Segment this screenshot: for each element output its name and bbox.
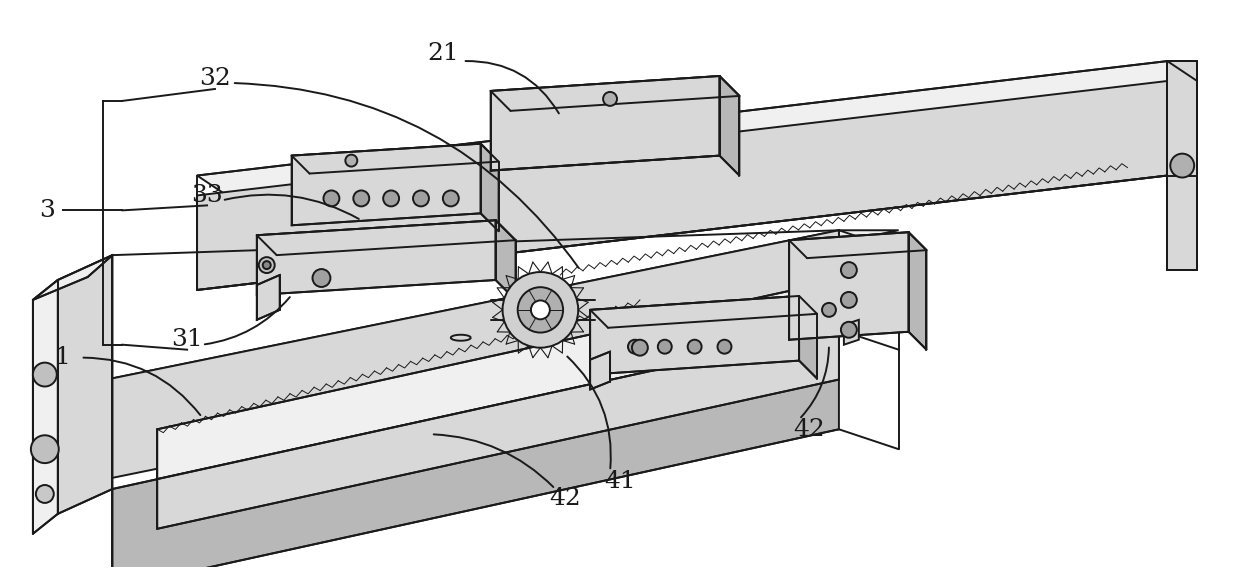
Text: 1: 1: [55, 346, 71, 369]
Polygon shape: [799, 296, 817, 378]
Circle shape: [442, 190, 458, 206]
Polygon shape: [491, 76, 720, 170]
Polygon shape: [33, 255, 113, 300]
Circle shape: [1171, 153, 1194, 178]
Polygon shape: [491, 76, 740, 111]
Polygon shape: [256, 220, 515, 255]
Polygon shape: [256, 275, 280, 320]
Text: 32: 32: [199, 66, 230, 90]
Polygon shape: [844, 320, 859, 345]
Circle shape: [628, 340, 642, 354]
Polygon shape: [58, 230, 898, 390]
Circle shape: [841, 262, 857, 278]
Polygon shape: [197, 81, 1167, 290]
Text: 21: 21: [427, 41, 458, 65]
Polygon shape: [720, 76, 740, 176]
Circle shape: [413, 190, 429, 206]
Text: 3: 3: [38, 199, 55, 222]
Circle shape: [36, 485, 53, 503]
Polygon shape: [291, 144, 498, 174]
Circle shape: [31, 435, 58, 463]
Text: 31: 31: [171, 328, 203, 351]
Circle shape: [263, 261, 270, 269]
Polygon shape: [1167, 61, 1197, 270]
Polygon shape: [481, 144, 498, 231]
Text: 42: 42: [549, 487, 581, 511]
Polygon shape: [590, 296, 817, 328]
Text: 42: 42: [793, 418, 825, 441]
Text: 41: 41: [605, 470, 636, 492]
Polygon shape: [590, 296, 799, 374]
Polygon shape: [496, 220, 515, 300]
Circle shape: [259, 257, 275, 273]
Circle shape: [821, 303, 836, 317]
Circle shape: [33, 362, 57, 386]
Circle shape: [632, 340, 648, 356]
Polygon shape: [113, 330, 839, 568]
Circle shape: [503, 272, 579, 348]
Polygon shape: [58, 230, 839, 489]
Circle shape: [717, 340, 731, 354]
Polygon shape: [157, 330, 839, 529]
Polygon shape: [33, 280, 58, 534]
Circle shape: [841, 292, 857, 308]
Polygon shape: [1167, 81, 1197, 176]
Circle shape: [658, 340, 672, 354]
Polygon shape: [291, 144, 481, 225]
Polygon shape: [908, 232, 927, 350]
Polygon shape: [197, 61, 1197, 195]
Circle shape: [353, 190, 369, 206]
Circle shape: [312, 269, 331, 287]
Polygon shape: [256, 220, 496, 295]
Text: 33: 33: [191, 184, 223, 207]
Circle shape: [532, 300, 550, 319]
Polygon shape: [58, 255, 113, 514]
Circle shape: [323, 190, 339, 206]
Circle shape: [688, 340, 701, 354]
Polygon shape: [590, 352, 610, 390]
Circle shape: [841, 322, 857, 338]
Circle shape: [518, 287, 563, 332]
Circle shape: [383, 190, 399, 206]
Circle shape: [603, 92, 617, 106]
Polygon shape: [157, 280, 839, 479]
Polygon shape: [789, 232, 908, 340]
Circle shape: [346, 154, 357, 166]
Polygon shape: [789, 232, 927, 258]
